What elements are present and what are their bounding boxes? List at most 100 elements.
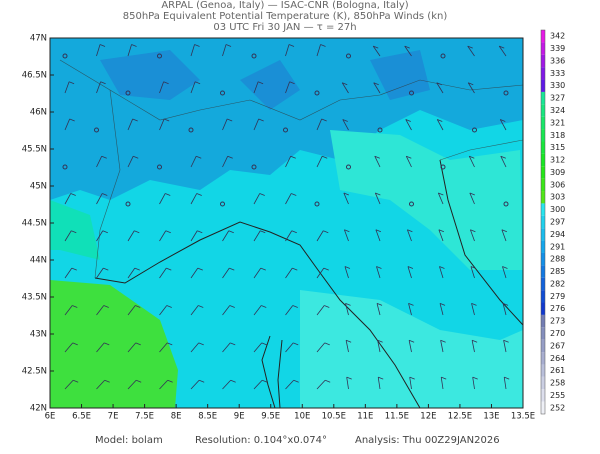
- barb: [64, 230, 72, 242]
- barb: [292, 305, 298, 308]
- colorbar-swatch: [541, 153, 545, 167]
- barb: [96, 342, 105, 353]
- barb: [470, 229, 475, 242]
- colorbar-label: 252: [550, 403, 565, 412]
- barb: [376, 303, 381, 316]
- barb: [500, 119, 506, 122]
- barb: [440, 339, 446, 343]
- barb: [404, 45, 410, 49]
- barb: [468, 156, 475, 168]
- colorbar-swatch: [541, 67, 545, 80]
- barb: [285, 305, 294, 316]
- barb: [439, 303, 446, 306]
- header-line: 03 UTC Fri 30 JAN — τ = 27h: [213, 22, 356, 33]
- colorbar-label: 279: [550, 292, 565, 301]
- barb: [323, 267, 329, 271]
- barb: [344, 229, 350, 233]
- colorbar-label: 291: [550, 242, 565, 251]
- barb: [437, 119, 443, 122]
- barb: [222, 118, 228, 131]
- barb: [134, 267, 140, 271]
- barb: [467, 45, 475, 57]
- barb: [436, 82, 444, 94]
- barb: [135, 305, 141, 308]
- barb: [260, 267, 266, 271]
- barb: [253, 193, 261, 205]
- barb: [227, 155, 233, 159]
- barb: [407, 266, 414, 269]
- barb: [132, 118, 138, 122]
- barb: [96, 305, 105, 316]
- barb: [376, 266, 381, 279]
- colorbar-label: 321: [550, 118, 565, 127]
- lat-label: 47N: [30, 34, 47, 44]
- barb: [437, 192, 444, 205]
- colorbar-swatch: [541, 265, 545, 278]
- barb: [96, 379, 105, 390]
- colorbar-swatch: [541, 352, 545, 365]
- barb: [96, 230, 104, 242]
- barb: [72, 305, 78, 308]
- barb: [344, 266, 351, 269]
- barb: [436, 119, 444, 131]
- calm: [409, 201, 414, 207]
- barb: [467, 82, 475, 94]
- barb: [316, 267, 325, 279]
- barb: [377, 340, 381, 353]
- barb: [321, 118, 327, 122]
- calm: [220, 201, 225, 207]
- barb: [222, 379, 231, 390]
- barb: [377, 339, 383, 343]
- colorbar-label: 273: [550, 317, 565, 326]
- barb: [503, 377, 507, 390]
- barb: [470, 266, 477, 269]
- colorbar-swatch: [541, 228, 545, 241]
- field: [300, 290, 523, 408]
- barb: [165, 230, 171, 234]
- barb: [502, 303, 507, 316]
- colorbar-label: 315: [550, 143, 565, 152]
- calm: [94, 127, 99, 133]
- barb: [258, 118, 264, 122]
- barb: [409, 377, 412, 390]
- barb: [71, 230, 77, 234]
- lat-label: 44.5N: [22, 219, 47, 229]
- barb: [229, 267, 235, 271]
- colorbar-label: 264: [550, 354, 565, 363]
- barb: [324, 342, 330, 346]
- barb: [346, 377, 349, 390]
- calm: [157, 164, 162, 170]
- barb: [407, 229, 413, 233]
- barb: [498, 45, 507, 57]
- barb: [159, 379, 168, 390]
- barb: [96, 81, 101, 94]
- barb: [440, 377, 444, 390]
- barb: [503, 340, 507, 353]
- barb: [324, 305, 330, 308]
- barb: [261, 305, 267, 308]
- barb: [197, 230, 203, 234]
- barb: [190, 379, 200, 390]
- colorbar-label: 261: [550, 366, 565, 375]
- barb: [196, 193, 202, 196]
- calm: [503, 201, 509, 207]
- barb: [316, 156, 323, 168]
- barb: [468, 82, 474, 86]
- colorbar-label: 330: [550, 81, 565, 90]
- map: [49, 37, 524, 409]
- barb: [285, 342, 294, 353]
- colorbar-swatch: [541, 290, 545, 303]
- colorbar-swatch: [541, 376, 545, 390]
- barb: [222, 267, 230, 279]
- barb: [64, 342, 74, 353]
- barb: [102, 230, 108, 234]
- barb: [225, 44, 232, 47]
- colorbar-label: 306: [550, 180, 565, 189]
- header-line: 850hPa Equivalent Potential Temperature …: [123, 11, 448, 22]
- colorbar-swatch: [541, 116, 545, 130]
- barb: [404, 45, 412, 57]
- barb: [438, 192, 444, 196]
- colorbar-label: 309: [550, 168, 565, 177]
- colorbar-swatch: [541, 191, 545, 204]
- barb: [100, 81, 106, 85]
